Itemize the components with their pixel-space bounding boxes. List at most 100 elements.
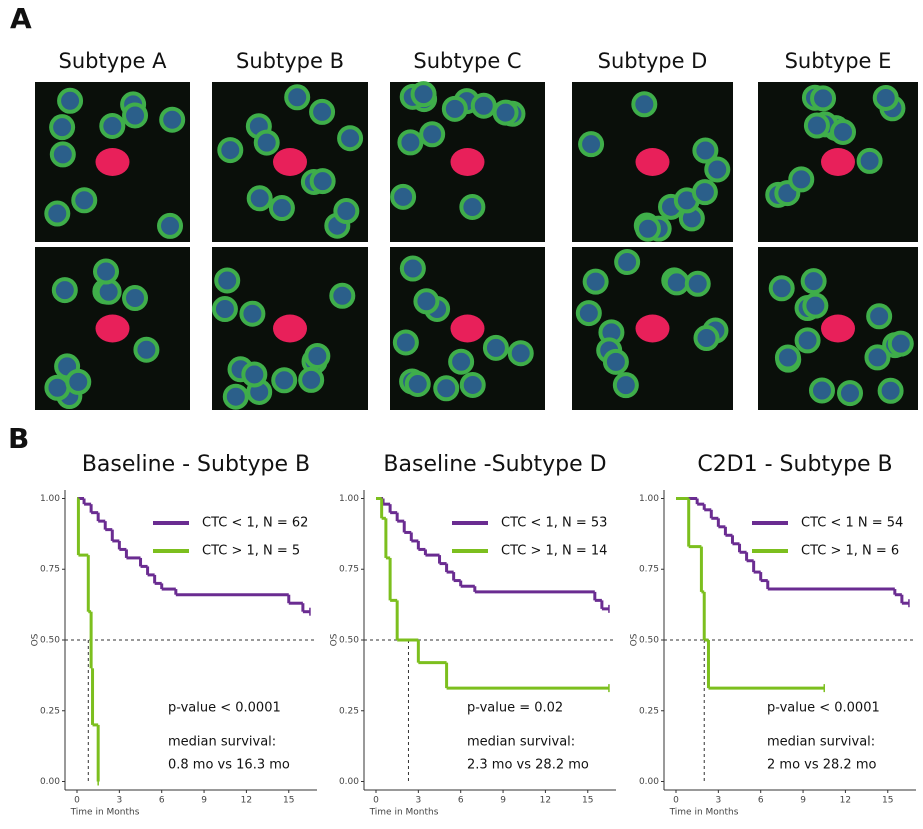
x-tick-label: 6 (159, 796, 165, 806)
cell (578, 131, 605, 158)
cell (877, 377, 904, 404)
cell (691, 179, 718, 206)
y-tick-label: 1.00 (40, 494, 60, 504)
cell (217, 137, 244, 164)
x-tick-label: 12 (241, 796, 252, 806)
chart-title: C2D1 - Subtype B (697, 452, 892, 477)
cell (304, 342, 331, 369)
x-tick-label: 9 (800, 796, 806, 806)
cell (433, 375, 460, 402)
cell (57, 87, 84, 114)
cell (419, 121, 446, 148)
legend-label: CTC < 1, N = 62 (202, 516, 308, 531)
y-tick-label: 0.75 (40, 565, 60, 575)
x-tick-label: 9 (201, 796, 207, 806)
y-tick-label: 1.00 (339, 494, 359, 504)
cell (663, 269, 690, 296)
x-tick-label: 0 (673, 796, 679, 806)
cell (693, 325, 720, 352)
cell (271, 367, 298, 394)
y-axis-label: OS (31, 633, 41, 646)
cell (211, 296, 238, 323)
cell (333, 198, 360, 225)
cell (704, 156, 731, 183)
y-tick-label: 0.50 (339, 636, 359, 646)
cell (157, 212, 184, 239)
cell (337, 125, 364, 152)
x-axis-label: Time in Months (369, 808, 439, 818)
target-cell (635, 148, 670, 176)
y-tick-label: 0.25 (339, 706, 359, 716)
cell (49, 114, 76, 141)
cell (448, 348, 475, 375)
annotation: median survival: (168, 735, 276, 750)
cell (51, 277, 78, 304)
target-cell (635, 314, 670, 343)
x-tick-label: 3 (116, 796, 122, 806)
cell (802, 292, 829, 319)
target-cell (821, 148, 855, 176)
cell (866, 303, 893, 330)
cell (634, 215, 661, 242)
y-tick-label: 0.00 (339, 777, 359, 787)
annotation: p-value < 0.0001 (767, 701, 880, 716)
cell (246, 185, 273, 212)
subtype-label: Subtype E (785, 49, 892, 73)
y-tick-label: 0.75 (639, 565, 659, 575)
legend-label: CTC < 1 N = 54 (801, 516, 903, 531)
y-axis-label: OS (630, 633, 640, 646)
cell (830, 118, 857, 145)
panel-label: A (10, 2, 32, 35)
cell (404, 370, 431, 397)
x-tick-label: 0 (74, 796, 80, 806)
cell (253, 129, 280, 156)
target-cell (450, 314, 485, 343)
y-tick-label: 1.00 (639, 494, 659, 504)
cell (309, 168, 336, 195)
y-axis-label: OS (330, 633, 340, 646)
target-cell (450, 148, 485, 176)
annotation: 0.8 mo vs 16.3 mo (168, 758, 290, 773)
x-tick-label: 12 (540, 796, 551, 806)
chart-title: Baseline -Subtype D (383, 452, 606, 477)
annotation: median survival: (767, 735, 875, 750)
x-tick-label: 3 (415, 796, 421, 806)
target-cell (821, 314, 855, 343)
cell (684, 270, 711, 297)
cell (122, 102, 149, 129)
cell (507, 340, 534, 367)
cell (837, 380, 864, 407)
cell (241, 361, 268, 388)
x-tick-label: 9 (500, 796, 506, 806)
cell (284, 84, 311, 111)
cell (49, 141, 76, 168)
y-tick-label: 0.50 (639, 636, 659, 646)
cell (397, 129, 424, 156)
cell (65, 368, 92, 395)
subtype-label: Subtype C (413, 49, 521, 73)
cell (44, 200, 71, 227)
x-tick-label: 0 (373, 796, 379, 806)
cell (631, 91, 658, 118)
annotation: median survival: (467, 735, 575, 750)
cell (614, 249, 641, 276)
cell (399, 255, 426, 282)
x-tick-label: 6 (458, 796, 464, 806)
legend-label: CTC > 1, N = 14 (501, 544, 607, 559)
y-tick-label: 0.00 (639, 777, 659, 787)
cell (214, 267, 241, 294)
cell (133, 336, 160, 363)
cell (856, 147, 883, 174)
subtype-label: Subtype B (236, 49, 344, 73)
x-tick-label: 15 (582, 796, 593, 806)
y-tick-label: 0.25 (40, 706, 60, 716)
cell (268, 195, 295, 222)
y-tick-label: 0.75 (339, 565, 359, 575)
annotation: 2.3 mo vs 28.2 mo (467, 758, 589, 773)
annotation: p-value < 0.0001 (168, 701, 281, 716)
cell (872, 84, 899, 111)
y-tick-label: 0.50 (40, 636, 60, 646)
cell (768, 275, 795, 302)
legend-label: CTC > 1, N = 5 (202, 544, 300, 559)
